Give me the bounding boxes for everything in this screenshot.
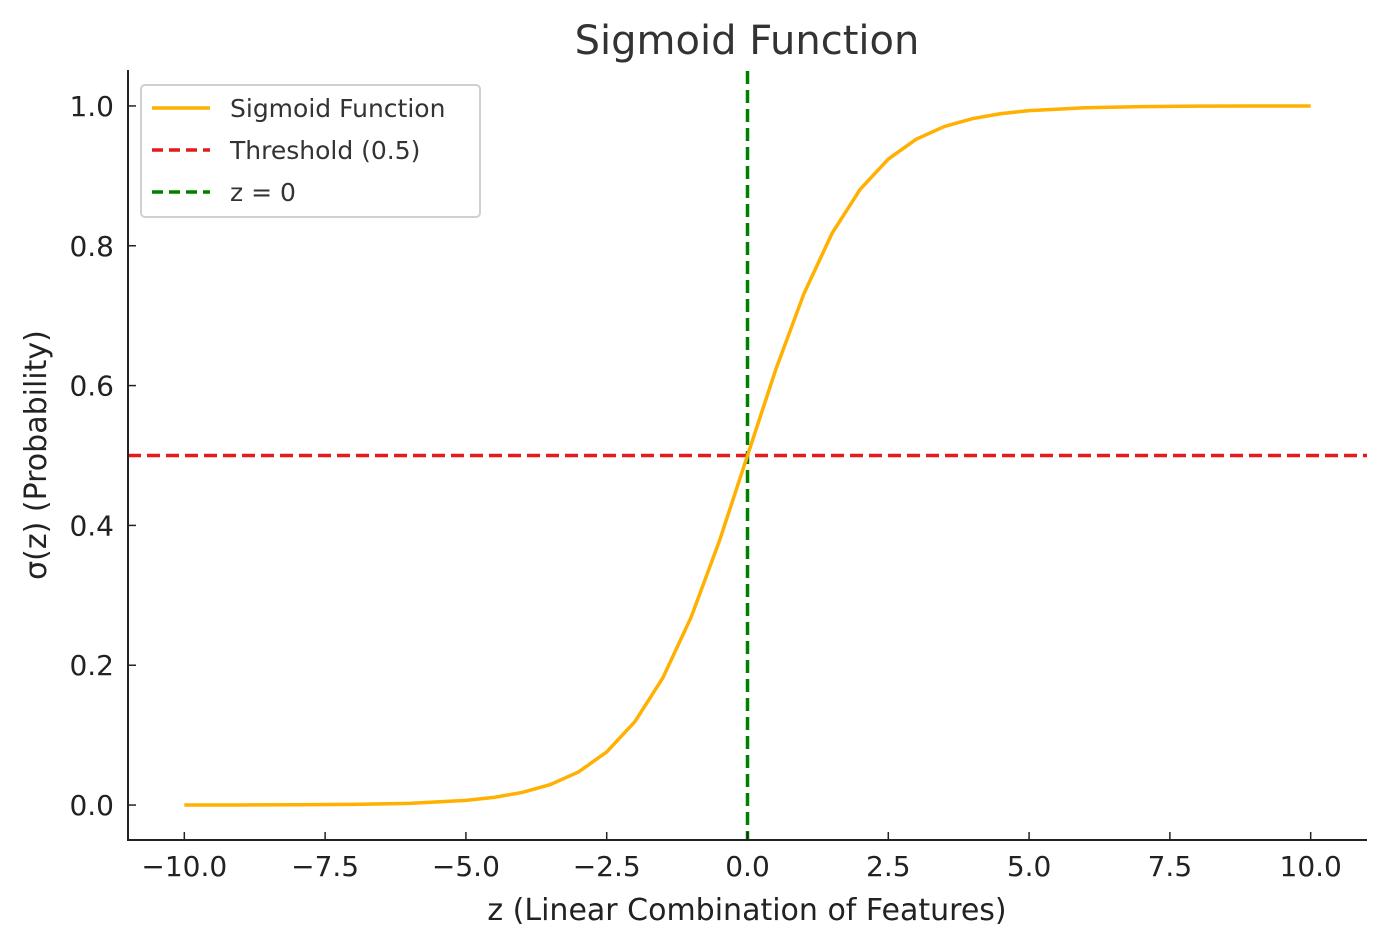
legend: Sigmoid Function Threshold (0.5) z = 0	[140, 84, 481, 218]
x-tick-label: −5.0	[432, 850, 500, 883]
legend-label-1: Sigmoid Function	[230, 94, 445, 123]
x-tick-label: −7.5	[291, 850, 359, 883]
legend-label-3: z = 0	[230, 178, 296, 207]
y-axis-label: σ(z) (Probability)	[19, 330, 54, 580]
x-tick-label: 0.0	[725, 850, 770, 883]
x-tick-label: −2.5	[573, 850, 641, 883]
legend-label-2: Threshold (0.5)	[229, 136, 420, 165]
y-tick-label: 0.2	[69, 649, 114, 682]
chart-title: Sigmoid Function	[575, 18, 920, 64]
x-tick-label: −10.0	[141, 850, 227, 883]
y-tick-label: 0.0	[69, 789, 114, 822]
y-tick-label: 1.0	[69, 90, 114, 123]
y-tick-label: 0.6	[69, 370, 114, 403]
x-tick-label: 7.5	[1148, 850, 1193, 883]
y-tick-label: 0.4	[69, 509, 114, 542]
x-axis-label: z (Linear Combination of Features)	[487, 893, 1006, 928]
legend-box	[140, 84, 481, 218]
series-line-1	[184, 104, 1311, 807]
ticks-layer: −10.0 −7.5 −5.0 −2.5 0.0 2.5 5.0 7.5 10.0 0.0 0.2 0…	[69, 90, 1341, 883]
x-tick-label: 5.0	[1007, 850, 1052, 883]
x-tick-label: 2.5	[866, 850, 911, 883]
x-tick-label: 10.0	[1280, 850, 1342, 883]
y-tick-label: 0.8	[69, 230, 114, 263]
series-layer	[184, 104, 1311, 807]
